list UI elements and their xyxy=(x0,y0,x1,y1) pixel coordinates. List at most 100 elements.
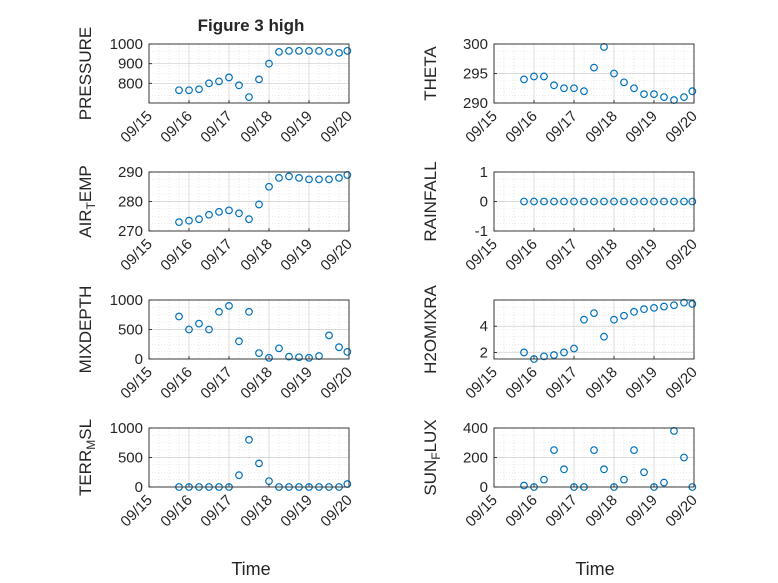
y-tick-label: 0 xyxy=(135,479,143,496)
data-point xyxy=(520,197,528,206)
subplot-air-temp: 270 280 290 09/15 09/16 09/17 09/18 09/19 09/20 A… xyxy=(76,164,356,274)
data-point xyxy=(590,446,598,455)
data-point xyxy=(680,453,688,462)
y-axis-label: SUNFLUX xyxy=(421,419,443,495)
data-point xyxy=(275,47,283,56)
data-point xyxy=(680,298,688,307)
y-axis-label: THETA xyxy=(421,46,440,101)
x-tick-label: 09/19 xyxy=(622,236,661,275)
data-point xyxy=(245,93,253,101)
data-point xyxy=(560,465,568,474)
x-tick-label: 09/18 xyxy=(582,492,621,531)
y-axis-label: AIRTEMP xyxy=(76,165,98,238)
data-point xyxy=(343,348,352,356)
x-tick-label: 09/20 xyxy=(317,364,356,403)
data-point xyxy=(295,46,303,55)
data-point xyxy=(640,90,648,99)
y-tick-label: 400 xyxy=(463,420,488,437)
x-tick-label: 09/20 xyxy=(662,108,701,147)
y-tick-label: 1000 xyxy=(110,36,143,53)
data-point xyxy=(235,471,243,480)
data-point xyxy=(610,315,618,324)
x-tick-label: 09/20 xyxy=(317,108,356,147)
subplot-h2omixra: 2 4 09/15 09/16 09/17 09/18 09/19 09/20 H2OMIXRA xyxy=(421,284,701,402)
data-point xyxy=(550,197,558,206)
data-point xyxy=(660,197,668,206)
y-tick-label: 290 xyxy=(118,164,143,181)
subplot-sun-flux: 0 200 400 09/15 09/16 09/17 09/18 09/19 09/20 SUN… xyxy=(421,419,701,530)
data-point xyxy=(185,86,193,95)
data-point xyxy=(580,87,588,96)
data-point xyxy=(255,200,263,209)
y-tick-label: 270 xyxy=(118,223,143,240)
data-point xyxy=(688,197,697,206)
x-tick-label: 09/16 xyxy=(502,364,541,403)
data-point xyxy=(560,197,568,206)
x-tick-label: 09/15 xyxy=(462,492,501,531)
data-point xyxy=(245,435,253,444)
x-tick-label: 09/16 xyxy=(157,108,196,147)
data-point xyxy=(680,93,688,101)
x-tick-label: 09/16 xyxy=(157,236,196,275)
data-point xyxy=(688,87,697,96)
x-tick-label: 09/17 xyxy=(197,364,236,403)
subplot-mixdepth: 0 500 1000 09/15 09/16 09/17 09/18 09/19 09/20 MI… xyxy=(76,286,356,403)
data-point xyxy=(520,481,528,490)
data-point xyxy=(215,307,223,316)
x-tick-label: 09/15 xyxy=(117,492,156,531)
data-point xyxy=(255,349,263,358)
data-point xyxy=(195,85,203,94)
x-tick-label: 09/17 xyxy=(542,108,581,147)
data-point xyxy=(600,332,608,341)
x-tick-label: 09/15 xyxy=(462,364,501,403)
data-point xyxy=(630,84,638,93)
data-point xyxy=(245,215,253,224)
data-point xyxy=(175,312,183,321)
x-tick-label: 09/17 xyxy=(197,492,236,531)
x-tick-label: 09/16 xyxy=(502,108,541,147)
y-tick-label: 0 xyxy=(480,479,488,496)
data-point xyxy=(335,48,343,57)
data-point xyxy=(285,352,293,361)
data-point xyxy=(175,218,183,227)
x-tick-label: 09/19 xyxy=(277,236,316,275)
y-tick-label: 1 xyxy=(480,164,488,181)
y-tick-label: 280 xyxy=(118,194,143,211)
data-point xyxy=(275,173,283,182)
data-point xyxy=(660,478,668,487)
axes-box xyxy=(493,299,695,360)
data-point xyxy=(650,197,658,206)
data-point xyxy=(335,173,343,182)
y-tick-label: 0 xyxy=(135,351,143,368)
y-tick-label: 290 xyxy=(463,95,488,112)
data-point xyxy=(590,63,598,72)
data-point xyxy=(590,197,598,206)
data-point xyxy=(540,352,548,361)
data-point xyxy=(520,348,528,357)
data-point xyxy=(335,343,343,352)
data-point xyxy=(235,81,243,90)
data-point xyxy=(660,93,668,101)
x-tick-label: 09/18 xyxy=(237,236,276,275)
x-tick-label: 09/20 xyxy=(662,236,701,275)
data-point xyxy=(570,197,578,206)
x-tick-label: 09/15 xyxy=(117,364,156,403)
data-point xyxy=(305,46,313,55)
data-point xyxy=(265,353,273,362)
data-point xyxy=(670,301,678,310)
data-point xyxy=(620,78,628,87)
x-tick-label: 09/20 xyxy=(662,364,701,403)
data-point xyxy=(295,173,303,182)
data-point xyxy=(580,197,588,206)
x-tick-label: 09/16 xyxy=(502,492,541,531)
figure-title: Figure 3 high xyxy=(198,16,305,35)
data-point xyxy=(285,172,293,181)
data-point xyxy=(265,182,273,191)
y-tick-label: 1000 xyxy=(110,420,143,437)
y-tick-label: 500 xyxy=(118,322,143,339)
data-point xyxy=(245,307,253,316)
data-point xyxy=(205,325,213,334)
data-point xyxy=(235,337,243,346)
